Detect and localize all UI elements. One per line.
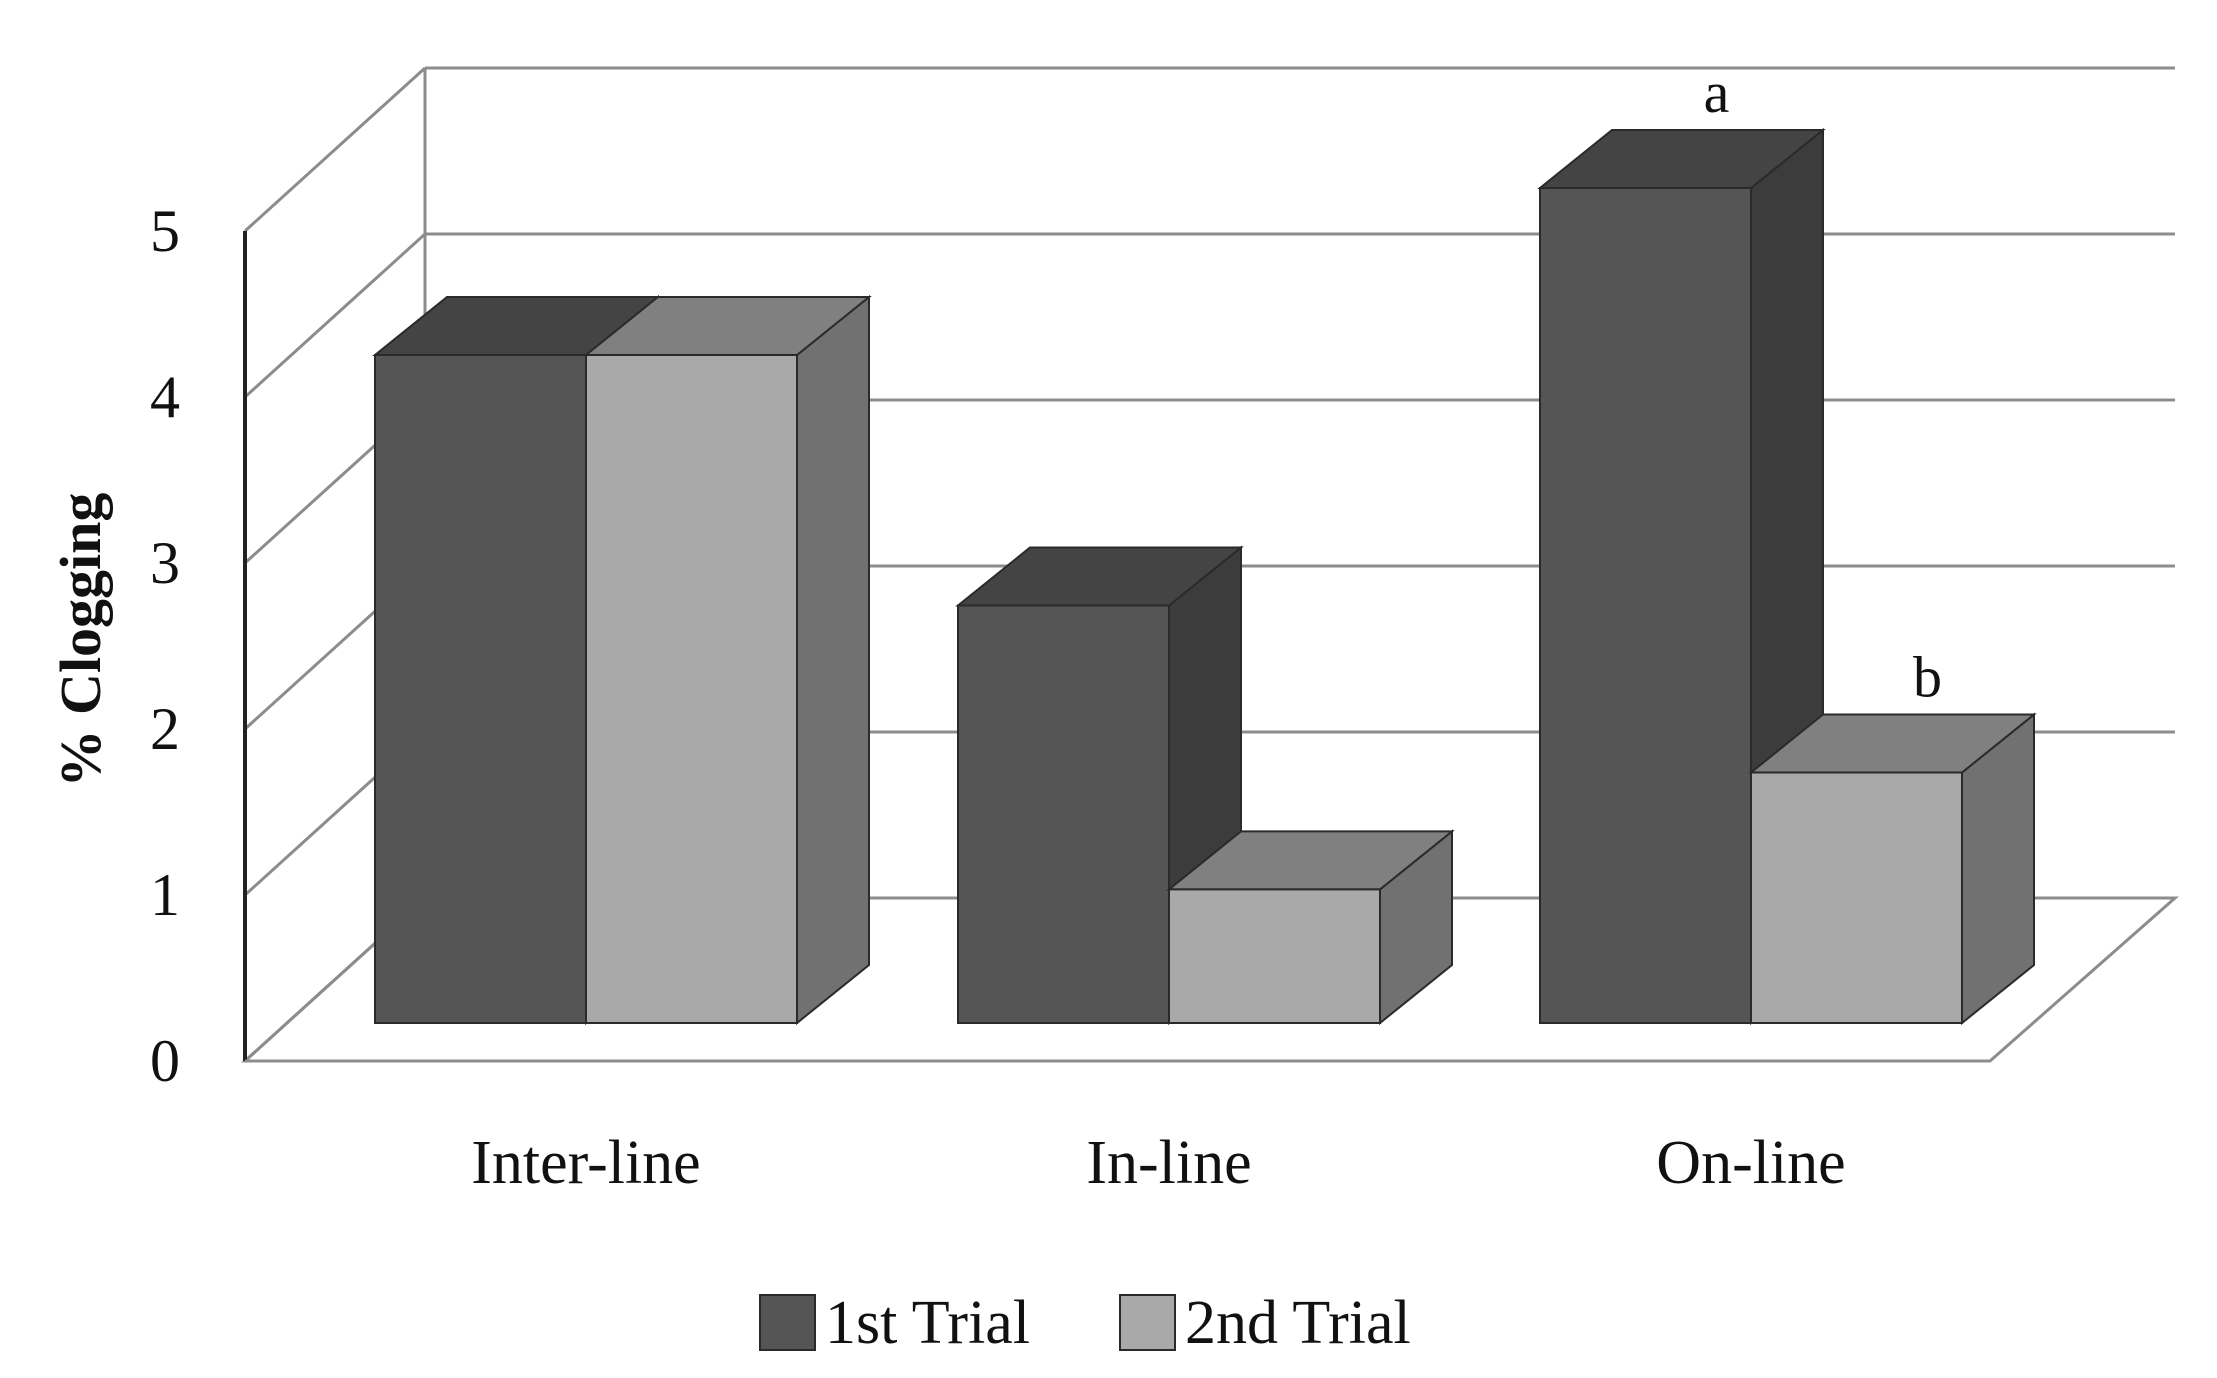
legend-swatch bbox=[759, 1294, 816, 1351]
annotation-label: b bbox=[1913, 645, 1942, 710]
bar-front bbox=[585, 354, 798, 1024]
y-axis-title: % Clogging bbox=[48, 493, 113, 788]
bars-group bbox=[372, 127, 2037, 1026]
bar-front bbox=[1168, 888, 1381, 1025]
y-tick-label: 5 bbox=[150, 198, 180, 264]
bar bbox=[1748, 712, 2037, 1026]
bar-front bbox=[374, 354, 587, 1024]
bar-side bbox=[796, 294, 870, 1026]
x-category-label: Inter-line bbox=[471, 1129, 700, 1197]
legend-swatch bbox=[1119, 1294, 1176, 1351]
annotation-label: a bbox=[1704, 60, 1730, 125]
x-category-label: In-line bbox=[1086, 1129, 1251, 1197]
y-tick-label: 1 bbox=[150, 862, 180, 928]
bar bbox=[583, 294, 872, 1026]
y-tick-label: 0 bbox=[150, 1028, 180, 1094]
labels-group: 0 1 2 3 4 5 % Clogging Inter-line In-line On-line… bbox=[48, 60, 1942, 1197]
side-gridline bbox=[243, 66, 427, 233]
bar-front bbox=[1750, 771, 1963, 1024]
legend-item: 1st Trial bbox=[759, 1289, 1030, 1357]
legend-item: 2nd Trial bbox=[1119, 1289, 1411, 1357]
y-tick-label: 4 bbox=[150, 364, 180, 430]
x-category-label: On-line bbox=[1656, 1129, 1845, 1197]
legend-label: 1st Trial bbox=[825, 1289, 1030, 1357]
bar-front bbox=[957, 604, 1170, 1024]
side-gridline bbox=[243, 232, 427, 399]
legend-label: 2nd Trial bbox=[1185, 1289, 1411, 1357]
bar bbox=[1166, 829, 1455, 1026]
legend: 1st Trial 2nd Trial bbox=[759, 1289, 1411, 1357]
y-tick-label: 2 bbox=[150, 696, 180, 762]
y-tick-label: 3 bbox=[150, 530, 180, 596]
bar-front bbox=[1539, 187, 1752, 1024]
